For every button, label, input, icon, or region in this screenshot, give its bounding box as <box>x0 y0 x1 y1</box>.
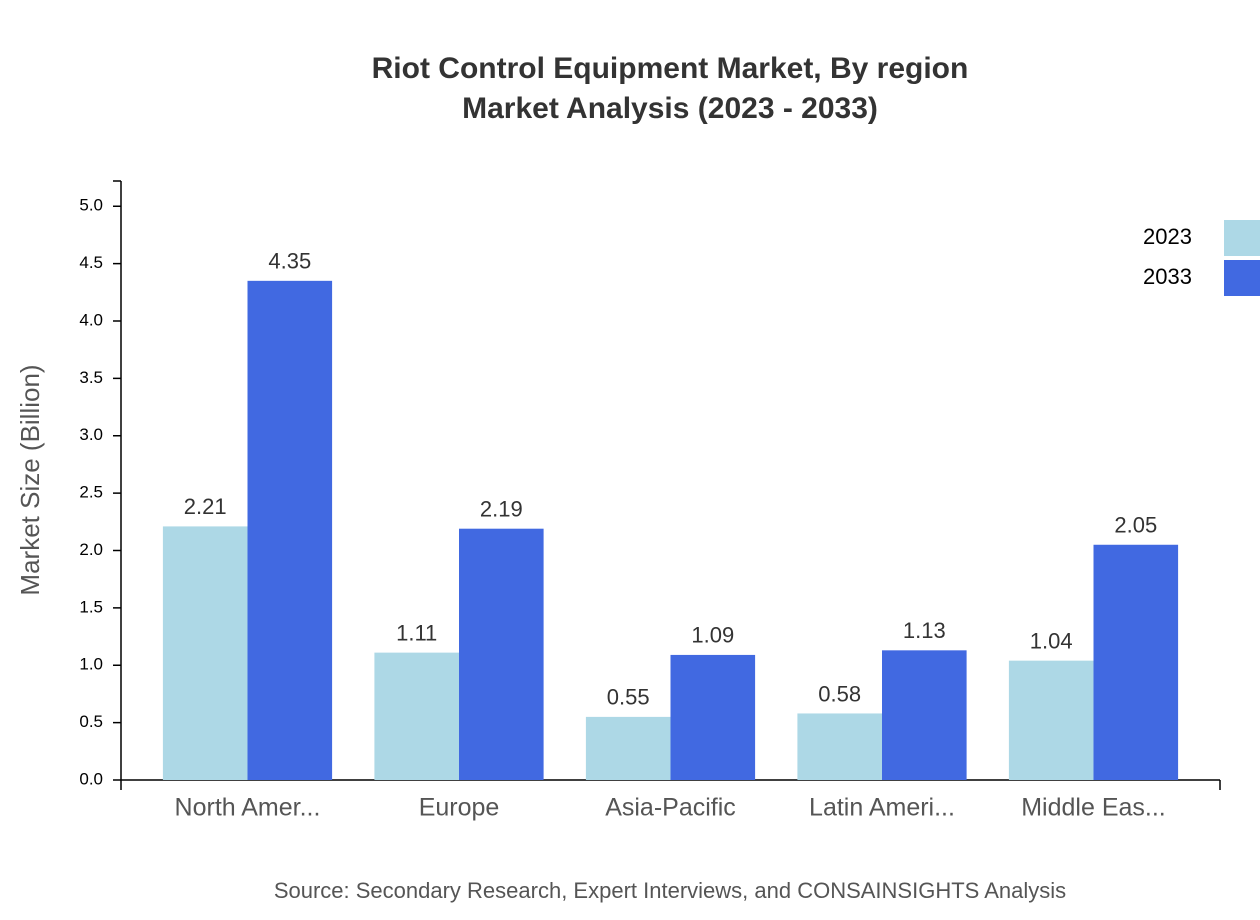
chart-subtitle: Market Analysis (2023 - 2033) <box>462 92 878 125</box>
legend-swatch <box>1224 220 1260 256</box>
y-axis-label: Market Size (Billion) <box>15 364 45 595</box>
y-tick-label: 4.0 <box>79 310 103 329</box>
y-tick-label: 3.5 <box>79 368 103 387</box>
bar <box>670 654 756 780</box>
x-tick-label: Asia-Pacific <box>605 794 736 822</box>
value-label: 0.58 <box>818 681 861 706</box>
y-tick-label: 3.0 <box>79 425 103 444</box>
y-tick-label: 0.5 <box>79 712 103 731</box>
bar <box>374 652 459 780</box>
chart-title: Riot Control Equipment Market, By region <box>372 52 969 85</box>
bar <box>585 716 671 780</box>
value-label: 1.13 <box>903 618 946 643</box>
bar <box>797 713 882 780</box>
y-tick-label: 0.0 <box>79 769 103 788</box>
x-tick-label: North Amer... <box>175 794 321 822</box>
value-label: 1.04 <box>1030 628 1073 653</box>
legend-label: 2023 <box>1143 224 1192 249</box>
y-tick-label: 4.5 <box>79 253 103 272</box>
bar <box>1093 544 1179 780</box>
x-tick-label: Latin Ameri... <box>809 794 955 822</box>
value-label: 4.35 <box>268 249 311 274</box>
value-label: 0.55 <box>607 685 650 710</box>
bar <box>459 528 544 780</box>
value-label: 2.05 <box>1114 513 1157 538</box>
bar <box>882 650 967 780</box>
legend-label: 2033 <box>1143 264 1192 289</box>
y-tick-label: 2.5 <box>79 483 103 502</box>
value-label: 1.11 <box>396 620 437 645</box>
value-label: 2.21 <box>184 494 227 519</box>
legend-swatch <box>1224 260 1260 296</box>
y-tick-label: 1.0 <box>79 655 103 674</box>
y-tick-label: 2.0 <box>79 540 103 559</box>
y-tick-label: 5.0 <box>79 196 103 215</box>
bar <box>247 280 333 780</box>
y-tick-label: 1.5 <box>79 597 103 616</box>
source-note: Source: Secondary Research, Expert Inter… <box>274 878 1066 903</box>
value-label: 2.19 <box>480 497 523 522</box>
bar <box>162 526 248 780</box>
x-tick-label: Europe <box>419 794 500 822</box>
x-tick-label: Middle Eas... <box>1021 794 1166 822</box>
bar <box>1008 660 1094 780</box>
value-label: 1.09 <box>691 623 734 648</box>
